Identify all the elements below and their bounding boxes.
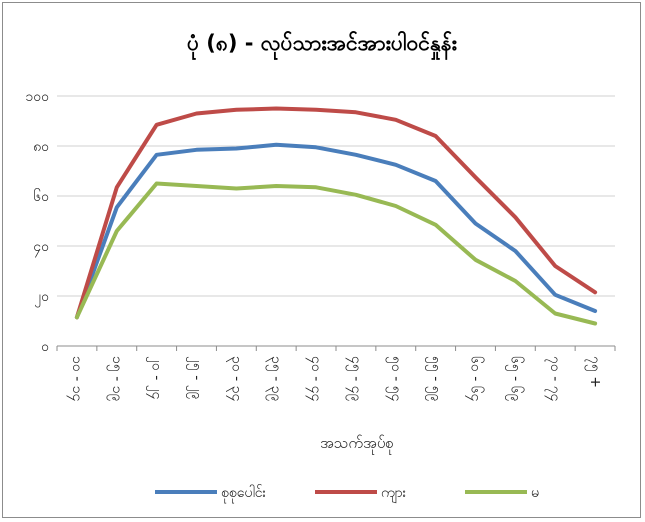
legend: စုစုပေါင်း ကျား မ (155, 485, 539, 503)
x-tick-label: ၇၅ + (585, 356, 603, 388)
series-lines (74, 106, 598, 326)
x-tick-label: ၁၀ - ၁၄ (67, 356, 85, 402)
y-tick-label: ၄၀ (33, 239, 49, 257)
y-tick-label: ၈၀ (33, 139, 49, 155)
y-tick-label: ၂၀ (34, 289, 49, 307)
axes (56, 345, 616, 351)
x-tick-label: ၂၅ - ၂၉ (187, 356, 205, 400)
x-tick-label: ၅၀ - ၅၄ (386, 356, 404, 402)
chart-area (2, 2, 641, 518)
x-tick-label: ၅၅ - ၅၉ (426, 356, 444, 402)
y-tick-label: ၆၀ (33, 189, 49, 205)
y-tick-label: ၁၀၀ (25, 89, 49, 105)
x-tick-label: ၆၀ - ၆၄ (466, 356, 484, 402)
gridlines (57, 95, 615, 297)
x-tick-label: ၄၅ - ၄၉ (346, 356, 364, 402)
legend-label: မ (531, 485, 539, 501)
x-tick-label: ၂၀ - ၂၄ (147, 356, 165, 400)
legend-label: စုစုပေါင်း (221, 485, 267, 503)
x-axis-title: အသက်အုပ်စု (320, 434, 394, 455)
x-tick-label: ၃၅ - ၃၉ (266, 356, 284, 402)
x-tick-label: ၁၅ - ၁၉ (107, 356, 125, 402)
series-line (74, 181, 598, 326)
x-axis-ticks: ၁၀ - ၁၄ ၁၅ - ၁၉ ၂၀ - ၂၄ ၂၅ - ၂၉ ၃၀ - ၃၄ ၃၅ - … (67, 356, 603, 402)
legend-label: ကျား (381, 485, 407, 503)
y-tick-label: ၀ (41, 339, 49, 355)
series-line (74, 142, 598, 320)
x-tick-label: ၆၅ - ၆၉ (505, 356, 523, 402)
y-axis-ticks: ၀ ၂၀ ၄၀ ၆၀ ၈၀ ၁၀၀ (25, 89, 49, 355)
x-tick-label: ၄၀ - ၄၄ (306, 356, 324, 402)
series-line (74, 106, 598, 320)
chart-title: ပုံ (၈) - လုပ်သားအင်အားပါဝင်နှုန်း (187, 29, 458, 61)
x-tick-label: ၇၀ - ၇၄ (545, 356, 563, 402)
x-tick-label: ၃၀ - ၃၄ (226, 356, 244, 402)
